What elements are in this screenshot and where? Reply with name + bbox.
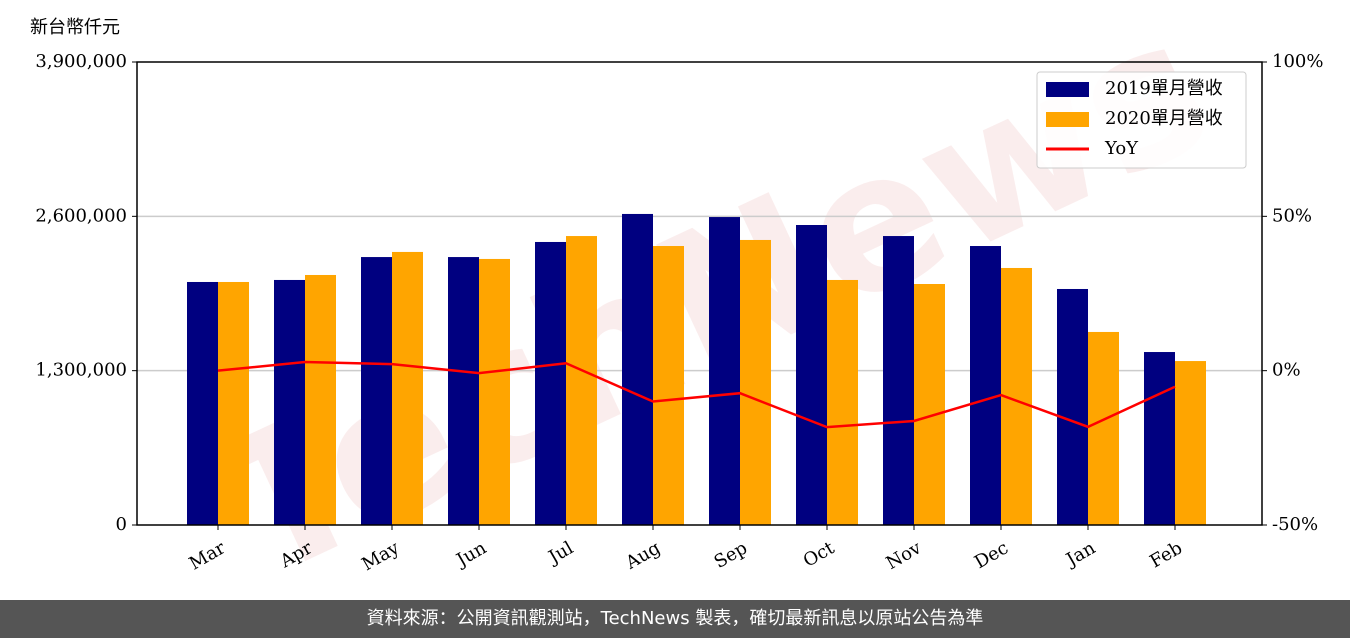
y2-tick-label: 50% xyxy=(1272,205,1312,226)
bar xyxy=(1144,352,1175,525)
y-tick-label: 3,900,000 xyxy=(35,51,127,72)
legend-box xyxy=(1036,71,1247,169)
bar xyxy=(274,279,305,525)
y2-tick-label: -50% xyxy=(1272,514,1318,535)
bar xyxy=(1175,361,1206,525)
legend-label: YoY xyxy=(1104,138,1139,159)
legend-swatch xyxy=(1046,112,1089,127)
x-tick-label: Dec xyxy=(971,537,1012,573)
x-tick-label: Jul xyxy=(543,537,577,569)
footer: 資料來源：公開資訊觀測站，TechNews 製表，確切最新訊息以原站公告為準 xyxy=(0,600,1350,638)
y-tick-label: 2,600,000 xyxy=(35,205,127,226)
bar xyxy=(305,274,336,525)
plot-frame xyxy=(136,61,1263,526)
bar xyxy=(535,241,566,525)
legend-swatch xyxy=(1046,82,1089,97)
bar xyxy=(218,281,249,525)
y2-tick-label: 100% xyxy=(1272,51,1323,72)
bar xyxy=(827,279,858,525)
line xyxy=(217,360,1176,429)
legend-label: 2020單月營收 xyxy=(1105,108,1223,129)
bar xyxy=(479,258,510,525)
bar xyxy=(566,236,597,525)
bar xyxy=(361,257,392,525)
x-tick-label: Oct xyxy=(800,537,839,572)
bar xyxy=(970,246,1001,525)
bar xyxy=(653,246,684,525)
bar xyxy=(796,224,827,525)
bar xyxy=(709,217,740,525)
legend-label: 2019單月營收 xyxy=(1105,78,1223,99)
bar xyxy=(1057,288,1088,525)
y-tick-label: 0 xyxy=(116,514,127,535)
x-tick-label: Jan xyxy=(1061,537,1099,571)
bar xyxy=(448,257,479,525)
y-axis-label: 新台幣仟元 xyxy=(30,17,120,38)
x-tick-label: Feb xyxy=(1146,537,1186,572)
chart: 新台幣仟元 TechNews 01,300,0002,600,0003,900,… xyxy=(30,0,1323,622)
y-tick-label: 1,300,000 xyxy=(35,360,127,381)
bar xyxy=(622,213,653,525)
bar xyxy=(740,239,771,526)
bar xyxy=(392,251,423,525)
bar xyxy=(1088,331,1119,525)
x-tick-label: Jun xyxy=(451,537,490,572)
bar xyxy=(883,236,914,525)
y2-tick-label: 0% xyxy=(1272,360,1301,381)
x-tick-label: Mar xyxy=(186,537,230,574)
x-tick-label: Sep xyxy=(711,537,751,572)
bar xyxy=(187,281,218,525)
x-tick-label: Nov xyxy=(883,537,926,574)
x-tick-label: Aug xyxy=(621,537,664,574)
bar xyxy=(914,284,945,525)
